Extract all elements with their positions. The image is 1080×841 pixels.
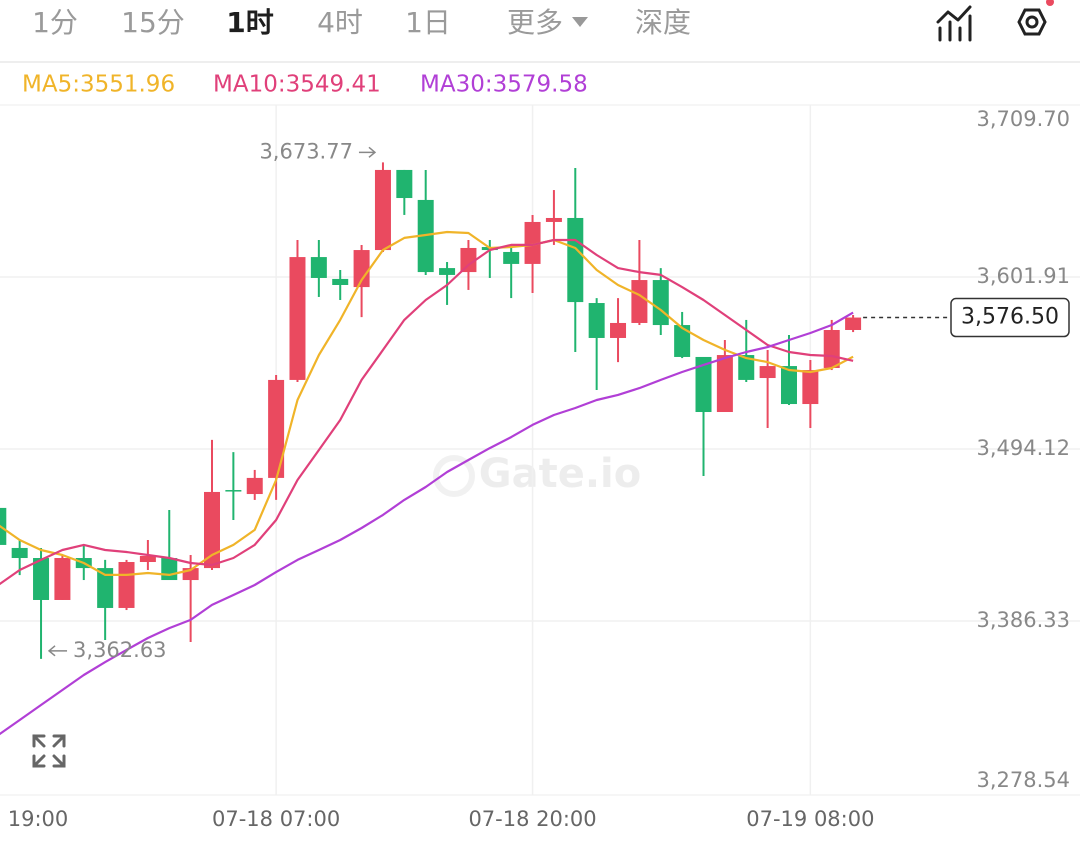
x-tick-label: 07-18 07:00	[212, 807, 340, 831]
timeframe-tab[interactable]: 4时	[317, 6, 363, 39]
candle-body	[225, 490, 242, 492]
candle-body	[161, 558, 178, 581]
candle-body	[503, 251, 520, 264]
candle-body	[802, 370, 819, 405]
expand-icon[interactable]	[32, 734, 66, 768]
settings-icon[interactable]	[1017, 8, 1047, 36]
candle-body	[353, 250, 370, 288]
candle-body	[139, 555, 156, 563]
candle-body	[631, 280, 648, 323]
candle-body	[674, 325, 691, 357]
candle-body	[738, 355, 755, 380]
candle-body	[460, 247, 477, 273]
ma-line	[0, 230, 854, 576]
candle-body	[524, 221, 541, 264]
candle-body	[332, 278, 349, 285]
candle-body	[0, 507, 7, 545]
timeframe-tab[interactable]: 1分	[32, 6, 78, 39]
high-arrow	[358, 146, 377, 158]
indicator-icon[interactable]	[936, 5, 972, 42]
x-tick-label: 07-19 08:00	[746, 807, 874, 831]
candle-body	[204, 491, 220, 569]
candle-body	[374, 169, 391, 251]
candle-body	[439, 268, 456, 275]
candle-body	[695, 356, 712, 413]
watermark-logo	[433, 455, 475, 497]
candle-body	[823, 329, 840, 368]
y-tick-label: 3,386.33	[976, 608, 1070, 632]
high-label: 3,673.77	[259, 139, 353, 163]
ma-line	[0, 238, 854, 586]
candle-body	[545, 217, 562, 222]
timeframe-tab[interactable]: 1时	[226, 6, 273, 39]
candle-body	[118, 562, 135, 608]
watermark: Gate.io	[479, 451, 641, 497]
candle-body	[11, 547, 28, 559]
candle-body	[246, 477, 263, 495]
low-arrow	[47, 645, 68, 657]
candle-body	[33, 558, 50, 600]
ma-line	[0, 311, 854, 736]
timeframe-tab[interactable]: 更多	[507, 6, 563, 39]
x-tick-label: 19:00	[8, 807, 69, 831]
candle-body	[845, 317, 862, 330]
legend-entry: MA10:3549.41	[213, 72, 381, 98]
low-label: 3,362.63	[73, 638, 167, 662]
candle-body	[54, 558, 71, 600]
candle-body	[610, 322, 627, 338]
candle-body	[97, 568, 114, 608]
candle-body	[310, 257, 327, 278]
y-tick-label: 3,601.91	[976, 264, 1070, 288]
candle-body	[567, 217, 584, 303]
y-tick-label: 3,278.54	[976, 768, 1070, 792]
candle-body	[780, 366, 797, 405]
candle-body	[716, 355, 733, 413]
last-price-label: 3,576.50	[961, 305, 1059, 330]
candle-body	[396, 169, 413, 199]
candle-body	[652, 280, 669, 326]
legend-entry: MA5:3551.96	[22, 72, 175, 98]
candle-body	[759, 366, 776, 379]
dropdown-caret	[572, 17, 588, 27]
timeframe-tab[interactable]: 1日	[405, 6, 451, 39]
candle-body	[182, 568, 199, 581]
candle-body	[289, 257, 306, 380]
last-price-box	[950, 297, 1070, 338]
timeframe-tab[interactable]: 深度	[635, 6, 691, 39]
y-tick-label: 3,709.70	[976, 107, 1070, 131]
candle-body	[588, 303, 605, 338]
y-tick-label: 3,494.12	[976, 436, 1070, 460]
x-tick-label: 07-18 20:00	[468, 807, 596, 831]
timeframe-tab[interactable]: 15分	[121, 6, 185, 39]
legend-entry: MA30:3579.58	[420, 72, 588, 98]
notice-dot	[1046, 0, 1054, 6]
candle-body	[268, 379, 285, 478]
